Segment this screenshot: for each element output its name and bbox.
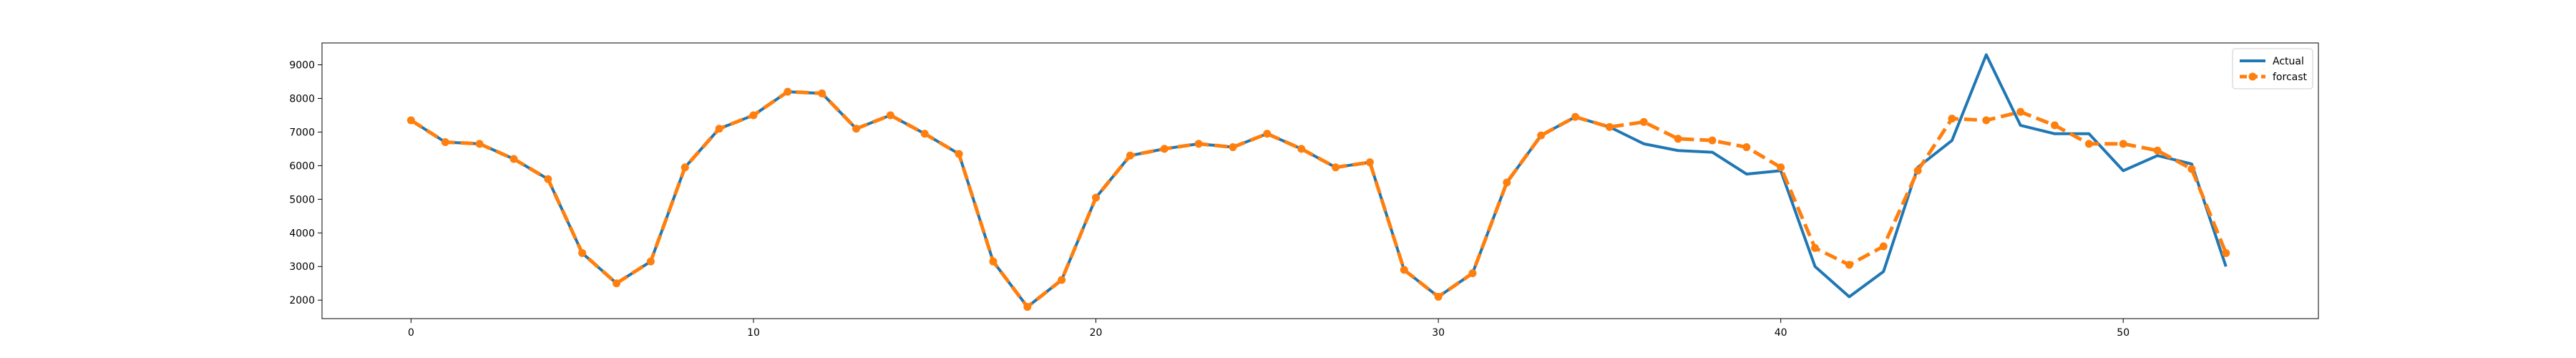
y-tick-label: 9000 (289, 60, 315, 72)
data-point-forcast (784, 87, 792, 96)
data-point-forcast (2051, 121, 2059, 130)
x-tick-label: 40 (1775, 327, 1787, 339)
data-point-forcast (1092, 193, 1101, 202)
data-point-forcast (613, 279, 621, 288)
data-point-forcast (920, 130, 929, 138)
x-tick-label: 10 (747, 327, 760, 339)
legend-label-forcast: forcast (2273, 72, 2308, 83)
data-point-forcast (1229, 143, 1237, 152)
data-point-forcast (1605, 122, 1614, 131)
y-tick-label: 2000 (289, 295, 315, 306)
data-point-forcast (1023, 303, 1032, 311)
y-tick-label: 7000 (289, 127, 315, 138)
data-point-forcast (1297, 145, 1306, 153)
data-point-forcast (1332, 163, 1340, 172)
data-point-forcast (2119, 140, 2127, 148)
data-point-forcast (1365, 158, 1374, 167)
data-point-forcast (1811, 243, 1820, 252)
data-point-forcast (852, 125, 861, 133)
x-tick-label: 50 (2117, 327, 2129, 339)
data-point-forcast (2084, 140, 2093, 148)
data-point-forcast (1674, 135, 1682, 143)
data-point-forcast (989, 257, 997, 266)
y-tick-label: 3000 (289, 261, 315, 273)
data-point-forcast (2016, 107, 2025, 116)
data-point-forcast (1160, 145, 1169, 153)
data-point-forcast (578, 248, 587, 257)
data-point-forcast (1913, 166, 1922, 175)
data-point-forcast (1571, 112, 1580, 121)
x-tick-label: 0 (408, 327, 414, 339)
y-tick-label: 8000 (289, 93, 315, 105)
data-point-forcast (1126, 151, 1134, 160)
y-tick-label: 4000 (289, 228, 315, 239)
series-layer (406, 53, 2230, 311)
data-point-forcast (1742, 143, 1751, 152)
data-point-forcast (1708, 136, 1717, 145)
legend-label-actual: Actual (2273, 56, 2304, 67)
data-point-forcast (1948, 115, 1956, 123)
data-point-forcast (1879, 242, 1888, 251)
data-point-forcast (646, 257, 655, 266)
data-point-forcast (406, 116, 415, 125)
data-point-forcast (2153, 146, 2162, 155)
data-point-forcast (1845, 261, 1853, 269)
data-point-forcast (955, 150, 963, 158)
data-point-forcast (475, 140, 484, 148)
legend-marker-forcast (2248, 72, 2257, 81)
data-point-forcast (1058, 276, 1066, 284)
data-point-forcast (2187, 165, 2196, 173)
series-line-forcast (410, 90, 2228, 309)
y-tick-label: 5000 (289, 194, 315, 205)
data-point-forcast (1777, 163, 1785, 172)
data-point-forcast (509, 155, 518, 163)
data-point-forcast (1434, 292, 1443, 301)
legend: Actual forcast (2232, 48, 2313, 90)
data-point-forcast (441, 138, 449, 147)
data-point-forcast (749, 111, 758, 120)
data-point-forcast (2222, 248, 2230, 257)
data-point-forcast (886, 111, 894, 120)
data-point-forcast (715, 125, 723, 133)
data-point-forcast (1400, 266, 1408, 274)
y-tick-label: 6000 (289, 160, 315, 172)
data-point-forcast (1982, 116, 1991, 125)
x-axis: 0 10 20 30 40 50 (408, 319, 2129, 339)
x-tick-label: 20 (1090, 327, 1103, 339)
data-point-forcast (1639, 117, 1648, 126)
data-point-forcast (1194, 140, 1203, 148)
data-point-forcast (818, 89, 826, 97)
data-point-forcast (1468, 269, 1477, 278)
y-axis: 2000 3000 4000 5000 6000 7000 8000 9000 (289, 60, 322, 306)
data-point-forcast (544, 175, 552, 183)
plot-frame (321, 42, 2319, 319)
x-tick-label: 30 (1432, 327, 1445, 339)
data-point-forcast (1537, 131, 1546, 140)
data-point-forcast (1503, 178, 1511, 187)
data-point-forcast (1263, 130, 1272, 138)
data-point-forcast (680, 163, 689, 172)
